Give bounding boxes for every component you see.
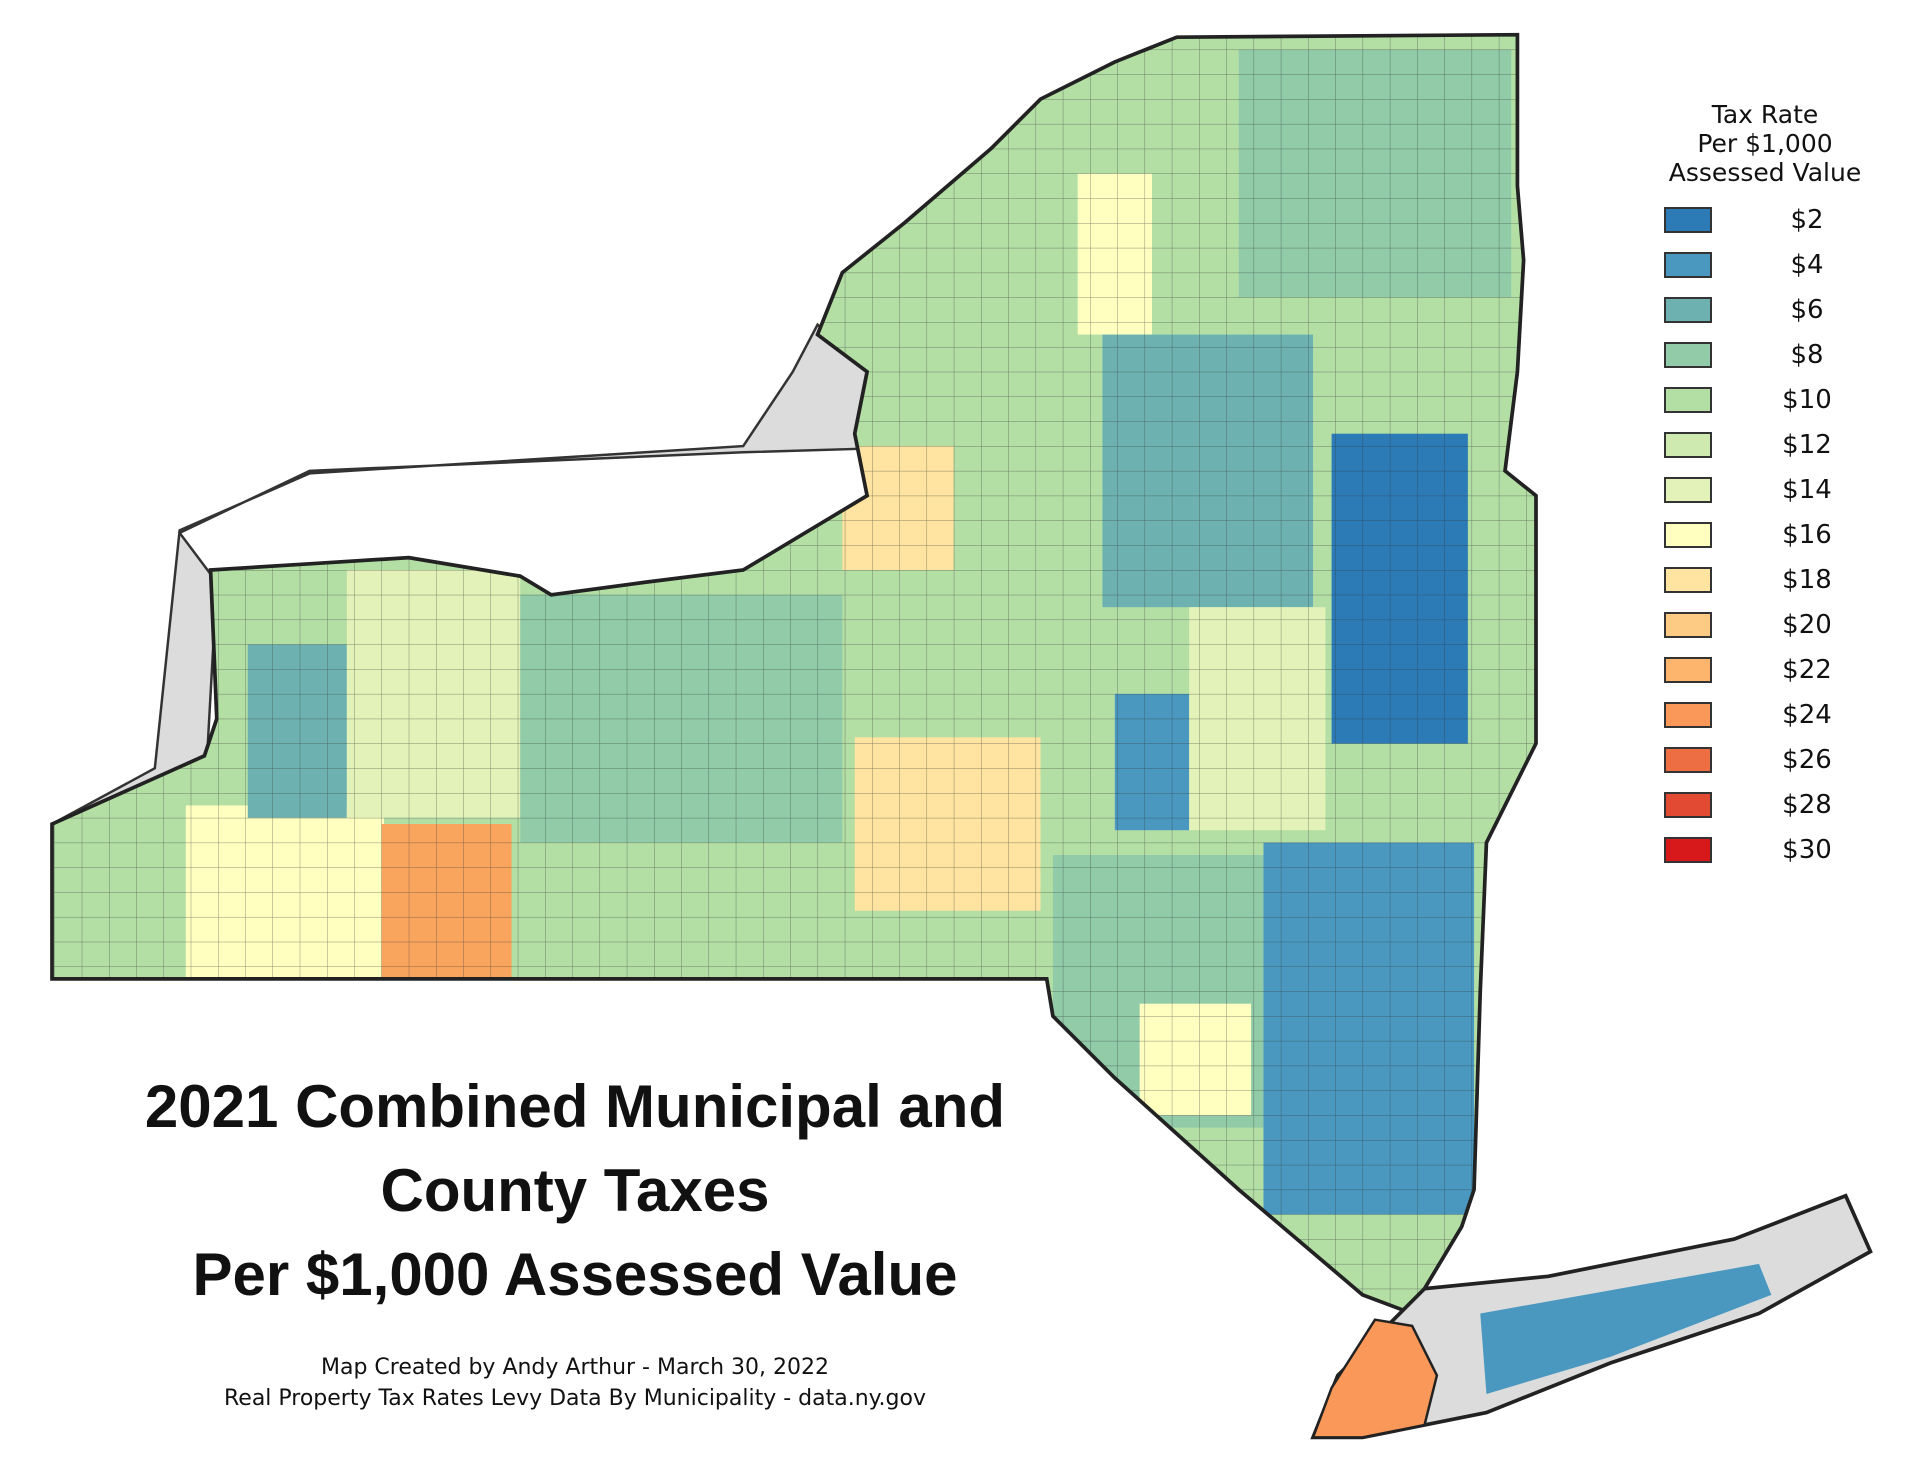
legend-swatch: [1664, 701, 1712, 728]
legend-label: $24: [1782, 699, 1832, 730]
credit-author: Map Created by Andy Arthur - March 30, 2…: [320, 1355, 830, 1380]
legend-swatch: [1664, 656, 1712, 683]
legend-label: $12: [1782, 429, 1832, 460]
legend-swatch: [1664, 431, 1712, 458]
legend-item: $4: [1655, 242, 1875, 287]
legend-label: $30: [1782, 834, 1832, 865]
legend-label: $28: [1782, 789, 1832, 820]
legend-label: $16: [1782, 519, 1832, 550]
legend-swatch: [1664, 611, 1712, 638]
legend-label: $4: [1790, 249, 1824, 280]
credit-source: Real Property Tax Rates Levy Data By Mun…: [223, 1386, 926, 1411]
legend-swatch: [1664, 521, 1712, 548]
legend-item: $30: [1655, 827, 1875, 872]
title-line: Per $1,000 Assessed Value: [192, 1241, 958, 1308]
legend-swatch: [1664, 296, 1712, 323]
map-title: 2021 Combined Municipal and County Taxes…: [60, 1065, 1090, 1317]
legend-title-line: Per $1,000: [1697, 129, 1833, 158]
legend-item: $14: [1655, 467, 1875, 512]
legend: Tax Rate Per $1,000 Assessed Value $2 $4 $…: [1655, 100, 1875, 872]
legend-item: $8: [1655, 332, 1875, 377]
legend-swatch: [1664, 791, 1712, 818]
legend-swatch: [1664, 206, 1712, 233]
legend-label: $14: [1782, 474, 1832, 505]
legend-title: Tax Rate Per $1,000 Assessed Value: [1655, 100, 1875, 187]
legend-label: $6: [1790, 294, 1824, 325]
legend-swatch: [1664, 746, 1712, 773]
long-island: [1310, 1193, 1873, 1440]
legend-item: $24: [1655, 692, 1875, 737]
legend-label: $10: [1782, 384, 1832, 415]
legend-title-line: Tax Rate: [1711, 100, 1819, 129]
legend-item: $26: [1655, 737, 1875, 782]
legend-title-line: Assessed Value: [1668, 158, 1862, 187]
new-york-city: [1311, 1318, 1439, 1439]
credits: Map Created by Andy Arthur - March 30, 2…: [140, 1352, 1010, 1414]
legend-item: $22: [1655, 647, 1875, 692]
legend-item: $18: [1655, 557, 1875, 602]
legend-label: $18: [1782, 564, 1832, 595]
legend-swatch: [1664, 341, 1712, 368]
legend-label: $26: [1782, 744, 1832, 775]
legend-item: $12: [1655, 422, 1875, 467]
legend-label: $8: [1790, 339, 1824, 370]
legend-label: $20: [1782, 609, 1832, 640]
legend-swatch: [1664, 836, 1712, 863]
legend-label: $22: [1782, 654, 1832, 685]
legend-label: $2: [1790, 204, 1824, 235]
legend-item: $2: [1655, 197, 1875, 242]
legend-item: $28: [1655, 782, 1875, 827]
legend-item: $16: [1655, 512, 1875, 557]
legend-swatch: [1664, 251, 1712, 278]
legend-item: $6: [1655, 287, 1875, 332]
legend-swatch: [1664, 476, 1712, 503]
title-line: County Taxes: [380, 1157, 770, 1224]
title-line: 2021 Combined Municipal and: [144, 1073, 1006, 1140]
legend-swatch: [1664, 566, 1712, 593]
legend-swatch: [1664, 386, 1712, 413]
legend-item: $10: [1655, 377, 1875, 422]
legend-item: $20: [1655, 602, 1875, 647]
